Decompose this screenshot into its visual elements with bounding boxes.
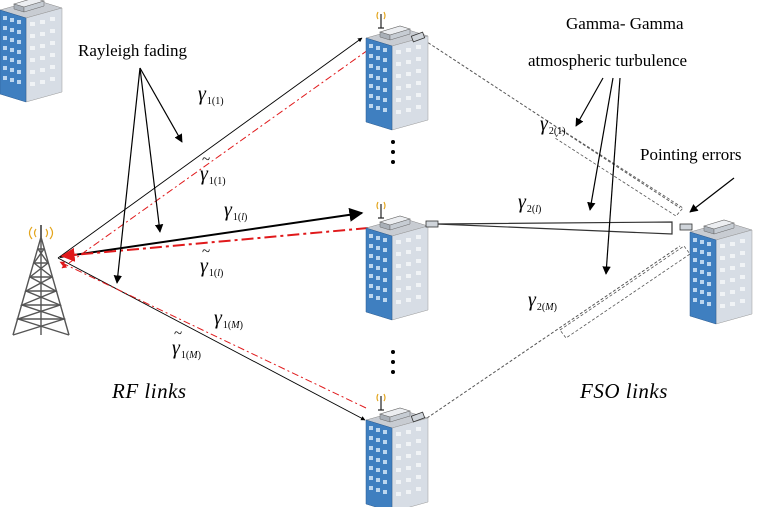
- destination-building: [689, 219, 753, 325]
- vertical-dots-lower: [390, 350, 396, 380]
- rf-link-l: [59, 207, 364, 258]
- gamma-1-m-label: γ1(M): [214, 307, 243, 331]
- gamma-gamma-arrows: [575, 77, 621, 275]
- rf-link-m: [57, 257, 366, 421]
- gamma-tilde-1-m-label: γ1(M): [172, 327, 201, 361]
- relay-antennas: [376, 11, 386, 411]
- rf-link-1: [57, 37, 363, 259]
- rf-feedback-1: [61, 49, 369, 269]
- relay-building-l: [365, 215, 429, 321]
- pointing-errors-arrow: [689, 177, 735, 213]
- rf-feedback-l: [60, 227, 369, 262]
- gamma-1-1-label: γ1(1): [198, 83, 224, 107]
- fso-links-label: FSO links: [580, 379, 668, 403]
- gamma-gamma-label-line1: Gamma- Gamma: [566, 14, 684, 33]
- relay-building-m: [365, 407, 429, 507]
- gamma-2-l-label: γ2(l): [518, 191, 542, 215]
- rayleigh-fading-label: Rayleigh fading: [78, 41, 188, 60]
- gamma-2-m-label: γ2(M): [528, 289, 557, 313]
- gamma-tilde-1-1-label: γ1(1): [200, 153, 226, 187]
- gamma-tilde-1-l-label: γ1(l): [200, 245, 223, 279]
- fso-link-1: [423, 39, 684, 217]
- fso-link-l: [436, 221, 673, 235]
- vertical-dots-upper: [390, 140, 396, 170]
- rf-feedback-m: [59, 261, 367, 409]
- fso-link-m: [426, 245, 691, 419]
- gamma-2-1-label: γ2(1): [540, 113, 566, 137]
- relay-building-1: [365, 25, 429, 131]
- laser-heads: [410, 31, 693, 423]
- rayleigh-arrows: [113, 67, 183, 284]
- gamma-gamma-label-line2: atmospheric turbulence: [528, 51, 688, 70]
- rf-links-label: RF links: [112, 379, 187, 403]
- cell-tower-icon: [12, 225, 70, 336]
- pointing-errors-label: Pointing errors: [640, 145, 742, 164]
- gamma-1-l-label: γ1(l): [224, 199, 248, 223]
